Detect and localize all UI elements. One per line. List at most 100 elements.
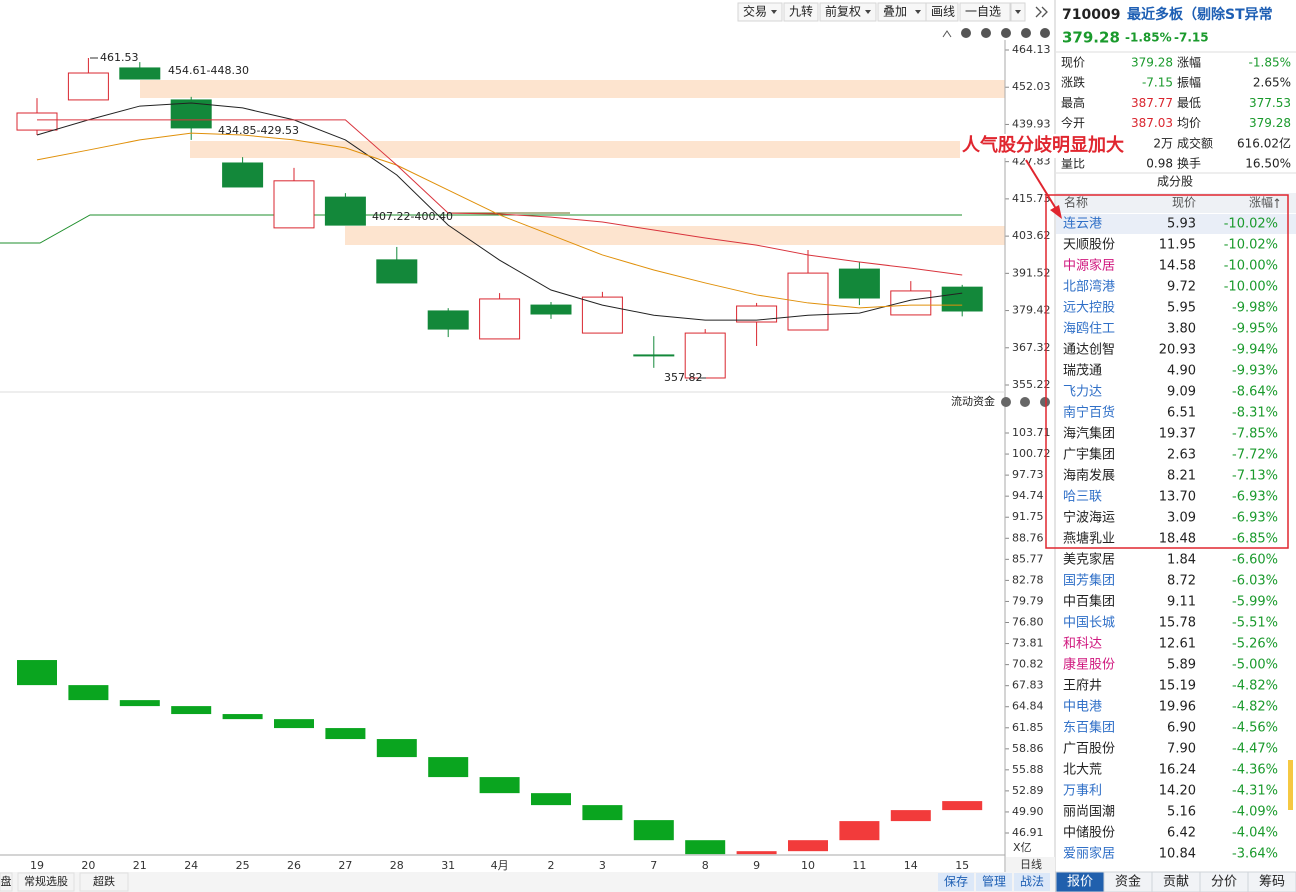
candle-body xyxy=(479,298,521,340)
x-tick-label: 20 xyxy=(81,859,95,872)
flow-bar xyxy=(376,739,417,758)
stock-name[interactable]: 海鸥住工 xyxy=(1063,321,1115,337)
y-tick-label: 94.74 xyxy=(1012,489,1044,502)
stock-name[interactable]: 哈三联 xyxy=(1063,490,1102,505)
action-button[interactable] xyxy=(938,873,974,891)
stock-name[interactable]: 丽尚国潮 xyxy=(1063,805,1115,820)
tab-label: 资金 xyxy=(1115,874,1141,890)
x-tick-label: 4月 xyxy=(491,859,509,872)
bottom-tab[interactable] xyxy=(17,872,75,892)
column-header[interactable]: 涨幅 xyxy=(1249,195,1273,210)
stock-name[interactable]: 广百股份 xyxy=(1063,742,1115,757)
stock-name[interactable]: 瑞茂通 xyxy=(1063,364,1102,379)
stock-name[interactable]: 远大控股 xyxy=(1063,301,1115,316)
candle-body xyxy=(16,112,58,131)
stock-name[interactable]: 王府井 xyxy=(1063,679,1102,694)
toolbar-button[interactable] xyxy=(737,2,783,22)
expand-icon[interactable] xyxy=(1035,6,1048,18)
y-tick-label: 391.52 xyxy=(1012,266,1051,279)
action-button[interactable] xyxy=(976,873,1012,891)
action-label: 战法 xyxy=(1020,875,1044,889)
x-tick-label: 15 xyxy=(955,859,969,872)
action-label: 保存 xyxy=(944,875,968,889)
y-tick-label: 85.77 xyxy=(1012,552,1044,565)
candle-body xyxy=(273,180,315,229)
stat-label: 量比 xyxy=(1061,157,1085,171)
stock-price: 6.90 xyxy=(1167,721,1196,736)
toolbar-label: 九转 xyxy=(789,4,813,19)
stock-name[interactable]: 飞力达 xyxy=(1063,385,1102,400)
tab-label: 分价 xyxy=(1211,875,1237,890)
tab[interactable] xyxy=(1247,871,1296,892)
stock-name[interactable]: 和科达 xyxy=(1063,637,1102,652)
toolbar-button[interactable] xyxy=(783,2,819,22)
candle-body xyxy=(67,72,109,101)
stock-name[interactable]: 中国长城 xyxy=(1063,616,1115,631)
stat-label: 最高 xyxy=(1061,95,1085,110)
stock-name[interactable]: 康星股份 xyxy=(1063,657,1115,673)
stock-name[interactable]: 天顺股份 xyxy=(1063,238,1115,253)
y-tick-label: 73.81 xyxy=(1012,637,1044,650)
toolbar-button[interactable] xyxy=(925,2,959,22)
index-change-pct: -1.85% xyxy=(1125,31,1172,45)
action-label: 管理 xyxy=(982,874,1006,889)
stat-value: -1.85% xyxy=(1249,56,1291,70)
stock-name[interactable]: 中百集团 xyxy=(1063,594,1115,610)
toolbar-button[interactable] xyxy=(819,2,877,22)
candle-body xyxy=(581,296,623,334)
toolbar-label: 叠加 xyxy=(883,5,907,19)
stock-change: -6.03% xyxy=(1232,574,1278,589)
candle-body xyxy=(838,268,880,299)
flow-bar xyxy=(633,820,674,841)
stock-name[interactable]: 中电港 xyxy=(1063,700,1102,715)
stock-name[interactable]: 中源家居 xyxy=(1063,258,1115,274)
stock-name[interactable]: 通达创智 xyxy=(1063,343,1115,358)
stat-value: 387.77 xyxy=(1131,96,1173,110)
period: 日线 xyxy=(1020,857,1042,871)
stock-name[interactable]: 国芳集团 xyxy=(1063,573,1115,589)
stock-price: 4.90 xyxy=(1167,364,1196,379)
stock-change: -8.31% xyxy=(1232,406,1278,421)
stock-change: -4.31% xyxy=(1232,784,1278,799)
stock-price: 8.21 xyxy=(1167,469,1196,484)
stock-change: -9.94% xyxy=(1232,343,1278,358)
x-tick-label: 11 xyxy=(852,859,866,872)
action-button[interactable] xyxy=(1014,873,1050,891)
stock-name[interactable]: 东百集团 xyxy=(1063,720,1115,736)
stock-name[interactable]: 中储股份 xyxy=(1063,826,1115,841)
stock-name[interactable]: 海南发展 xyxy=(1063,468,1115,484)
stock-price: 9.09 xyxy=(1167,385,1196,400)
annotation: 人气股分歧明显加大 xyxy=(962,134,1124,156)
bottom-tab-label: 超跌 xyxy=(93,874,115,888)
flow-bar xyxy=(890,810,931,822)
stock-change: -4.47% xyxy=(1232,742,1278,757)
stock-name[interactable]: 燕塘乳业 xyxy=(1063,531,1115,547)
stat-value: 379.28 xyxy=(1131,56,1173,70)
x-tick-label: 8 xyxy=(702,859,709,872)
stock-name[interactable]: 南宁百货 xyxy=(1063,405,1115,421)
stock-name[interactable]: 北大荒 xyxy=(1063,763,1102,778)
bottom-tab[interactable] xyxy=(79,872,129,892)
stock-change: -5.51% xyxy=(1232,616,1278,631)
band xyxy=(190,141,1005,158)
moving-average xyxy=(36,132,963,309)
toolbar-button[interactable] xyxy=(959,2,1011,22)
flow-bar xyxy=(736,851,777,855)
stock-name[interactable]: 北部湾港 xyxy=(1063,279,1115,295)
stock-name[interactable]: 海汽集团 xyxy=(1063,426,1115,442)
flow-bar xyxy=(222,714,263,720)
stock-price: 9.11 xyxy=(1167,595,1196,610)
stock-name[interactable]: 万事利 xyxy=(1063,784,1102,799)
stat-value: 377.53 xyxy=(1249,96,1291,110)
stock-name[interactable]: 爱丽家居 xyxy=(1063,846,1115,862)
stock-price: 16.24 xyxy=(1159,763,1196,778)
bottom-tab[interactable] xyxy=(0,872,13,892)
flow-bar xyxy=(119,700,160,707)
stock-name[interactable]: 连云港 xyxy=(1063,216,1102,232)
stock-name[interactable]: 广宇集团 xyxy=(1063,447,1115,463)
stock-price: 19.37 xyxy=(1159,427,1196,442)
stock-name[interactable]: 宁波海运 xyxy=(1063,510,1115,526)
y-tick-label: 58.86 xyxy=(1012,742,1044,755)
stock-name[interactable]: 美克家居 xyxy=(1063,552,1115,568)
